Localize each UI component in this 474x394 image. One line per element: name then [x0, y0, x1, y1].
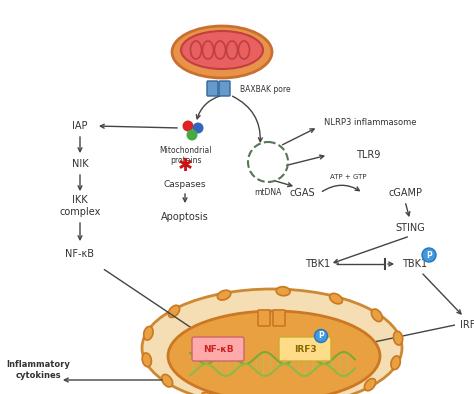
Circle shape [315, 329, 328, 342]
Text: Caspases: Caspases [164, 180, 206, 188]
Text: ✱: ✱ [177, 157, 192, 175]
Text: IRF3: IRF3 [460, 320, 474, 330]
Ellipse shape [168, 311, 380, 394]
Ellipse shape [181, 31, 263, 69]
Text: BAXBAK pore: BAXBAK pore [240, 84, 291, 93]
Ellipse shape [329, 294, 343, 304]
Ellipse shape [391, 356, 401, 370]
Ellipse shape [172, 26, 272, 78]
Text: P: P [426, 251, 432, 260]
Text: IAP: IAP [72, 121, 88, 131]
Text: Inflammatory
cytokines: Inflammatory cytokines [6, 360, 70, 380]
Text: IRF3: IRF3 [294, 346, 316, 355]
Ellipse shape [393, 331, 402, 345]
Text: IKK
complex: IKK complex [59, 195, 100, 217]
Circle shape [186, 130, 198, 141]
Text: cGAMP: cGAMP [389, 188, 423, 198]
Circle shape [182, 121, 193, 132]
FancyBboxPatch shape [279, 337, 331, 361]
Text: TLR9: TLR9 [356, 150, 380, 160]
Text: NIK: NIK [72, 159, 88, 169]
Text: ATP + GTP: ATP + GTP [330, 174, 366, 180]
Ellipse shape [201, 392, 214, 394]
Ellipse shape [142, 353, 151, 367]
Ellipse shape [218, 290, 231, 300]
FancyBboxPatch shape [258, 310, 270, 326]
Text: mtDNA: mtDNA [255, 188, 282, 197]
Text: Mitochondrial
proteins: Mitochondrial proteins [160, 146, 212, 165]
Ellipse shape [142, 289, 402, 394]
Ellipse shape [162, 374, 173, 387]
Text: P: P [318, 331, 324, 340]
Ellipse shape [168, 305, 180, 318]
Ellipse shape [365, 379, 376, 391]
Ellipse shape [372, 309, 383, 322]
FancyBboxPatch shape [207, 81, 218, 96]
Text: TBK1: TBK1 [402, 259, 428, 269]
Ellipse shape [276, 287, 290, 296]
Text: STING: STING [395, 223, 425, 233]
Ellipse shape [144, 326, 153, 340]
Text: TBK1: TBK1 [305, 259, 330, 269]
Text: NLRP3 inflammasome: NLRP3 inflammasome [324, 117, 416, 126]
FancyBboxPatch shape [273, 310, 285, 326]
Circle shape [192, 123, 203, 134]
Text: Apoptosis: Apoptosis [161, 212, 209, 222]
Circle shape [422, 248, 436, 262]
FancyBboxPatch shape [192, 337, 244, 361]
Text: cGAS: cGAS [289, 188, 315, 198]
FancyBboxPatch shape [219, 81, 230, 96]
Text: NF-κB: NF-κB [203, 346, 233, 355]
Text: NF-κB: NF-κB [65, 249, 94, 259]
